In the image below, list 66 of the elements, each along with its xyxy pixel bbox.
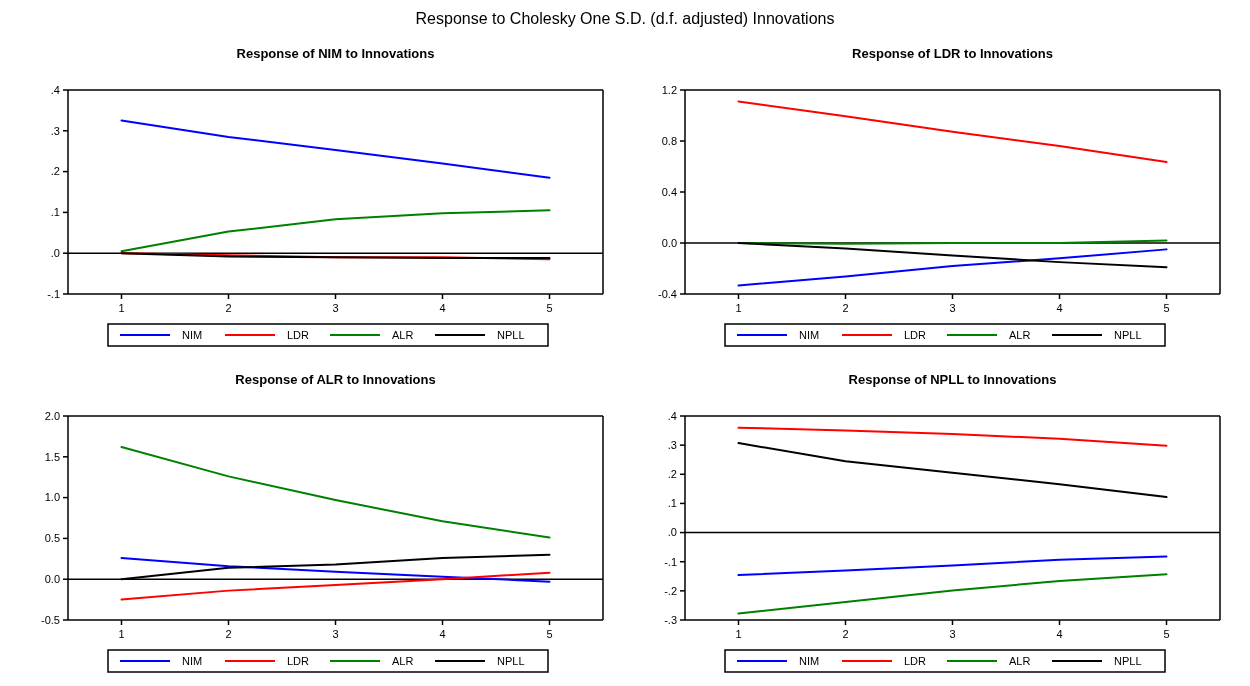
y-tick-label: .4 [667, 409, 677, 422]
legend-label: ALR [392, 328, 414, 341]
y-tick-label: 0.8 [661, 134, 677, 147]
x-tick-label: 2 [225, 302, 232, 314]
chart-title: Response of ALR to Innovations [235, 372, 436, 387]
x-tick-label: 5 [1163, 302, 1170, 314]
x-tick-label: 4 [439, 302, 446, 314]
chart-title: Response of NIM to Innovations [236, 46, 435, 61]
y-tick-label: 2.0 [44, 409, 60, 422]
x-tick-label: 2 [225, 628, 232, 640]
y-tick-label: -.2 [664, 584, 677, 597]
x-tick-label: 1 [118, 628, 125, 640]
x-tick-label: 4 [1056, 628, 1063, 640]
legend-label: LDR [287, 328, 310, 341]
y-tick-label: .3 [50, 124, 60, 137]
legend-label: ALR [1009, 654, 1031, 667]
legend-label: NPLL [497, 654, 525, 667]
x-tick-label: 3 [949, 302, 956, 314]
chart-title: Response of LDR to Innovations [852, 46, 1053, 61]
y-tick-label: -.3 [664, 613, 677, 626]
legend-label: NIM [182, 654, 203, 667]
x-tick-label: 1 [735, 302, 742, 314]
x-tick-label: 4 [439, 628, 446, 640]
legend-label: ALR [392, 654, 414, 667]
y-tick-label: .1 [667, 497, 677, 510]
y-tick-label: 0.0 [661, 236, 677, 249]
y-tick-label: -0.5 [41, 613, 60, 626]
x-tick-label: 5 [1163, 628, 1170, 640]
y-tick-label: .1 [50, 206, 60, 219]
y-tick-label: 0.4 [661, 185, 677, 198]
chart-title: Response of NPLL to Innovations [848, 372, 1057, 387]
legend-label: NPLL [1114, 654, 1142, 667]
y-tick-label: 0.0 [44, 573, 60, 586]
x-tick-label: 3 [332, 302, 339, 314]
x-tick-label: 2 [842, 302, 849, 314]
legend-label: NPLL [1114, 328, 1142, 341]
y-tick-label: -.1 [47, 287, 60, 300]
legend-label: NIM [799, 654, 820, 667]
y-tick-label: 1.5 [44, 450, 60, 463]
y-tick-label: .3 [667, 438, 677, 451]
y-tick-label: 1.2 [661, 83, 677, 96]
legend-label: NPLL [497, 328, 525, 341]
y-tick-label: .4 [50, 83, 60, 96]
y-tick-label: -.1 [664, 555, 677, 568]
legend-label: ALR [1009, 328, 1031, 341]
legend-label: NIM [182, 328, 203, 341]
x-tick-label: 3 [332, 628, 339, 640]
y-tick-label: .2 [667, 468, 677, 481]
y-tick-label: .0 [667, 526, 677, 539]
y-tick-label: 1.0 [44, 491, 60, 504]
x-tick-label: 5 [546, 628, 553, 640]
legend-label: LDR [287, 654, 310, 667]
y-tick-label: -0.4 [658, 287, 677, 300]
legend-label: LDR [904, 328, 927, 341]
x-tick-label: 4 [1056, 302, 1063, 314]
text: Response to Cholesky One S.D. (d.f. adjusted) Innovations [415, 10, 835, 27]
legend-label: LDR [904, 654, 927, 667]
x-tick-label: 1 [735, 628, 742, 640]
y-tick-label: 0.5 [44, 532, 60, 545]
x-tick-label: 5 [546, 302, 553, 314]
x-tick-label: 2 [842, 628, 849, 640]
y-tick-label: .2 [50, 165, 60, 178]
legend-label: NIM [799, 328, 820, 341]
y-tick-label: .0 [50, 247, 60, 260]
x-tick-label: 3 [949, 628, 956, 640]
x-tick-label: 1 [118, 302, 125, 314]
